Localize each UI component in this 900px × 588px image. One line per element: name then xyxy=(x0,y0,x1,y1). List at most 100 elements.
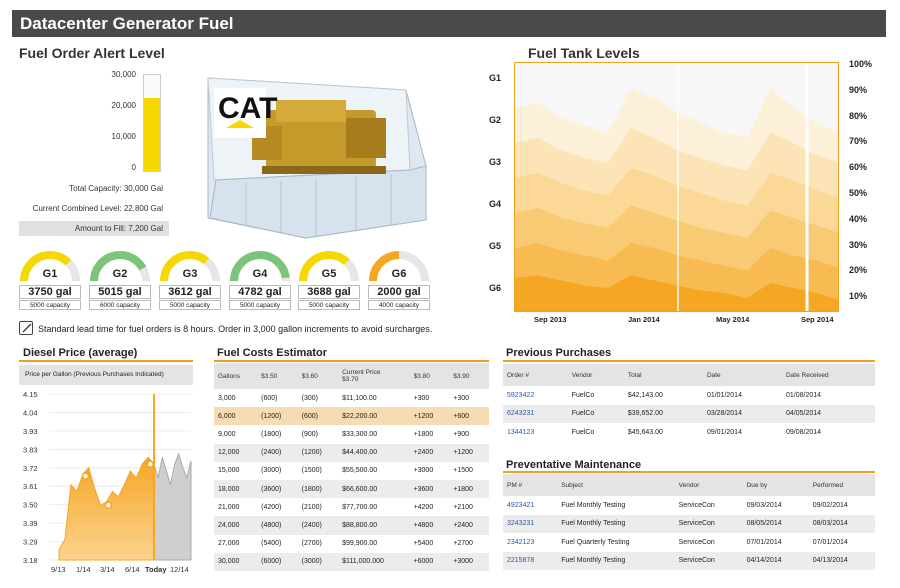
estimator-row[interactable]: 9,000 (1800) (900) $33,300.00 +1800 +900 xyxy=(214,425,489,443)
estimator-cell: 24,000 xyxy=(218,521,240,529)
purchases-link[interactable]: 6243231 xyxy=(507,410,535,418)
maintenance-header[interactable]: Vendor xyxy=(674,474,743,496)
purchases-cell: FuelCo xyxy=(568,405,624,424)
maintenance-link[interactable]: 4923421 xyxy=(507,501,535,509)
maintenance-row[interactable]: 2342123 Fuel Quarterly Testing ServiceCon 0… xyxy=(503,533,875,552)
gauge-g1: G1 3750 gal 5000 capacity xyxy=(19,248,81,310)
estimator-row[interactable]: 6,000 (1200) (600) $22,200.00 +1200 +600 xyxy=(214,407,489,426)
diesel-x-tick: 3/14 xyxy=(100,565,115,574)
estimator-row[interactable]: 15,000 (3000) (1500) $55,500.00 +3000 +1500 xyxy=(214,462,489,480)
maintenance-value: ServiceCon xyxy=(678,501,715,509)
purchases-cell: $42,143.00 xyxy=(624,386,703,405)
purchases-cell[interactable]: 1344123 xyxy=(503,423,568,442)
purchases-underline xyxy=(503,360,875,362)
maintenance-value: 08/05/2014 xyxy=(746,520,782,528)
estimator-header-row: Gallons $3.50 $3.60 Current Price $3.70 $3.80… xyxy=(214,363,489,389)
purchases-header[interactable]: Date xyxy=(702,364,782,386)
tank-pct-label: 100% xyxy=(849,59,873,69)
diesel-y-tick: 3.18 xyxy=(23,556,38,565)
maintenance-cell[interactable]: 4923421 xyxy=(503,496,557,515)
diesel-x-tick: 9/13 xyxy=(51,565,66,574)
maintenance-value: ServiceCon xyxy=(678,520,715,528)
estimator-row[interactable]: 3,000 (600) (300) $11,100.00 +300 +300 xyxy=(214,389,489,407)
maintenance-link[interactable]: 2215878 xyxy=(507,557,535,565)
estimator-cell: +2400 xyxy=(453,521,473,529)
maintenance-header[interactable]: PM # xyxy=(503,474,558,496)
estimator-cell: 3,000 xyxy=(218,394,236,402)
estimator-row[interactable]: 12,000 (2400) (1200) $44,400.00 +2400 +1200 xyxy=(214,443,489,462)
tank-pct-label: 10% xyxy=(849,291,868,302)
maintenance-value: 04/13/2014 xyxy=(812,557,848,565)
capacity-row: Total Capacity: 30,000 Gal xyxy=(20,184,163,193)
estimator-cell: $111,000.000 xyxy=(342,558,384,566)
maintenance-cell: Fuel Monthly Testing xyxy=(557,515,674,534)
maintenance-value: 09/03/2014 xyxy=(746,501,782,509)
maintenance-cell[interactable]: 2342123 xyxy=(503,533,557,552)
estimator-row[interactable]: 24,000 (4800) (2400) $88,800.00 +4800 +2400 xyxy=(214,516,489,535)
estimator-cell: (5400) xyxy=(261,540,282,548)
estimator-cell: (3000) xyxy=(301,558,322,566)
purchases-row[interactable]: 5923422 FuelCo $42,143.00 01/01/2014 01/08/2… xyxy=(503,386,875,405)
alert-tick: 10,000 xyxy=(111,132,136,141)
maintenance-header[interactable]: Performed xyxy=(808,474,875,496)
gauge-value: 3750 gal xyxy=(19,285,81,299)
estimator-cell: (900) xyxy=(301,430,318,438)
maintenance-cell: 09/03/2014 xyxy=(743,496,809,515)
purchases-header[interactable]: Date Received xyxy=(781,364,875,386)
estimator-header-sub: $3.70 xyxy=(342,376,359,383)
purchases-header[interactable]: Total xyxy=(623,364,703,386)
tank-pct-label: 30% xyxy=(849,239,868,250)
estimator-cell: (4800) xyxy=(261,521,282,529)
maintenance-cell[interactable]: 3243231 xyxy=(503,515,557,534)
estimator-row[interactable]: 27,000 (5400) (2700) $99,900.00 +5400 +2700 xyxy=(214,535,489,553)
maintenance-table-wrap: PM # Subject Vendor Due by Performed 4923421 F… xyxy=(503,474,875,570)
purchase-point xyxy=(104,501,113,509)
maintenance-header[interactable]: Due by xyxy=(742,474,809,496)
estimator-cell: 9,000 xyxy=(218,430,236,438)
maintenance-value: 07/01/2014 xyxy=(812,538,848,546)
tank-x-label: May 2014 xyxy=(716,315,750,324)
estimator-row[interactable]: 18,000 (3600) (1800) $66,600.00 +3600 +1800 xyxy=(214,479,489,499)
maintenance-row[interactable]: 4923421 Fuel Monthly Testing ServiceCon 09/… xyxy=(503,496,875,515)
purchases-link[interactable]: 5923422 xyxy=(507,391,535,399)
gauge-g6: G6 2000 gal 4000 capacity xyxy=(368,248,430,310)
estimator-header: $3.80 xyxy=(409,363,450,389)
diesel-x-tick: 6/14 xyxy=(125,565,140,574)
maintenance-row[interactable]: 2215878 Fuel Monthly Testing ServiceCon 04/… xyxy=(503,551,875,571)
purchases-link[interactable]: 1344123 xyxy=(507,428,535,436)
diesel-y-tick: 3.93 xyxy=(23,427,38,436)
maintenance-cell[interactable]: 2215878 xyxy=(503,552,557,571)
diesel-y-tick: 3.72 xyxy=(23,464,38,473)
tank-pct-label: 40% xyxy=(849,213,868,224)
maintenance-header-row: PM # Subject Vendor Due by Performed xyxy=(503,474,875,496)
gauge-value: 3612 gal xyxy=(159,285,221,299)
purchases-cell[interactable]: 5923422 xyxy=(503,386,568,405)
maintenance-cell: 09/02/2014 xyxy=(809,496,875,515)
estimator-row[interactable]: 30,000 (6000) (3000) $111,000.000 +6000 +3000 xyxy=(214,552,489,571)
purchases-cell: FuelCo xyxy=(568,423,624,442)
tank-pct-label: 50% xyxy=(849,188,868,198)
estimator-cell: (2400) xyxy=(261,449,282,457)
maintenance-value: Fuel Monthly Testing xyxy=(561,520,626,528)
diesel-y-tick: 3.61 xyxy=(23,482,38,491)
purchases-header[interactable]: Order # xyxy=(503,364,568,386)
diesel-y-tick: 3.39 xyxy=(23,519,38,528)
maintenance-row[interactable]: 3243231 Fuel Monthly Testing ServiceCon 08/… xyxy=(503,514,875,534)
estimator-cell: +2700 xyxy=(453,540,473,548)
purchases-cell[interactable]: 6243231 xyxy=(503,405,568,424)
maintenance-header[interactable]: Subject xyxy=(557,474,675,496)
purchases-row[interactable]: 1344123 FuelCo $45,643.00 09/01/2014 09/08/2… xyxy=(503,423,875,442)
diesel-chart: 4.15 4.04 3.93 3.83 3.72 3.61 3.50 3.39 3.29 3.18… xyxy=(19,388,193,574)
estimator-cell: +4200 xyxy=(413,503,434,511)
purchases-value: $45,643.00 xyxy=(627,428,663,436)
gauge-fill xyxy=(160,251,210,282)
gauge-arc xyxy=(369,251,429,282)
gauge-capacity: 5000 capacity xyxy=(229,300,291,310)
estimator-cell: +6000 xyxy=(413,558,434,566)
estimator-row[interactable]: 21,000 (4200) (2100) $77,700.00 +4200 +2100 xyxy=(214,498,489,516)
maintenance-link[interactable]: 2342123 xyxy=(507,538,535,546)
purchases-row[interactable]: 6243231 FuelCo $39,652.00 03/28/2014 04/05/2… xyxy=(503,404,875,424)
purchases-header[interactable]: Vendor xyxy=(567,364,624,386)
maintenance-link[interactable]: 3243231 xyxy=(507,520,535,528)
gauge-value: 4782 gal xyxy=(229,285,291,299)
